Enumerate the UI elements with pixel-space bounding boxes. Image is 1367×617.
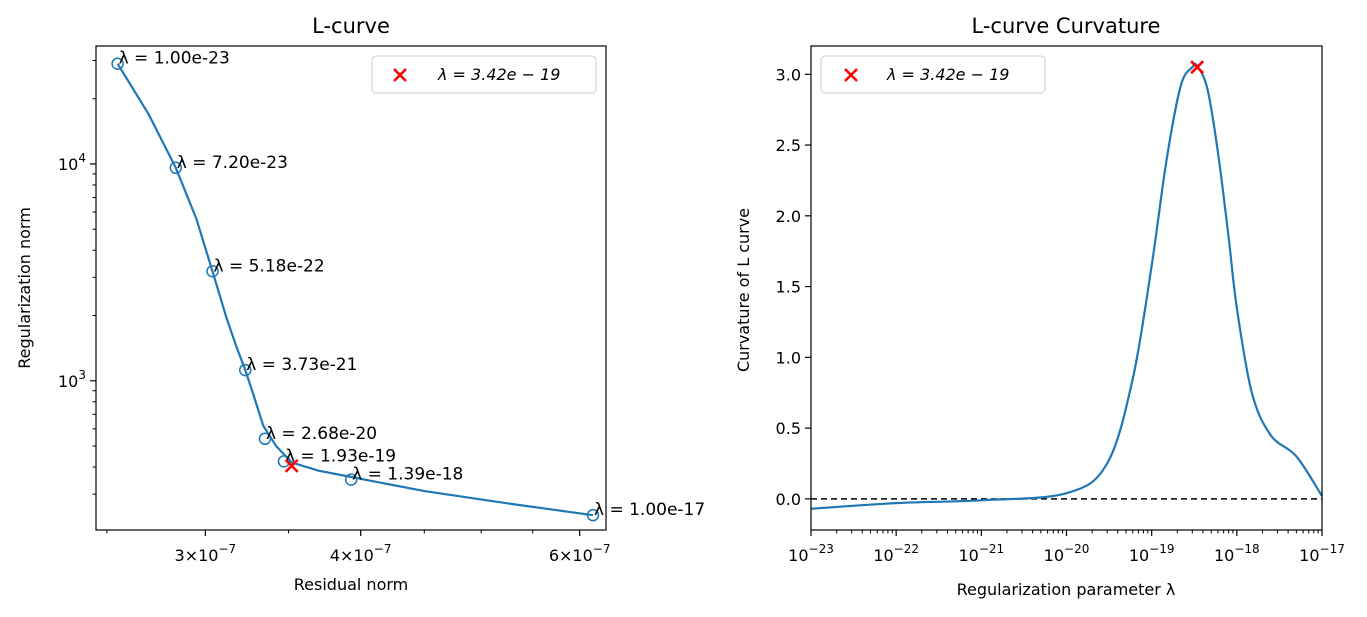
- curvature-axes-frame: [810, 45, 1323, 531]
- lcurve-marker: [239, 363, 252, 377]
- curvature-xtick-label: 10−18: [1214, 542, 1260, 565]
- curvature-xlabel: Regularization parameter λ: [957, 580, 1176, 599]
- lcurve-marker-label: λ = 5.18e-22: [214, 256, 325, 276]
- curvature-title: L-curve Curvature: [972, 14, 1161, 38]
- curvature-xtick-label: 10−22: [873, 542, 919, 565]
- curvature-ytick-label: 1.5: [776, 278, 801, 297]
- lcurve-legend-label: λ = 3.42e − 19: [437, 65, 560, 84]
- lcurve-line: [116, 63, 594, 517]
- lcurve-legend: λ = 3.42e − 19: [371, 55, 597, 94]
- curvature-legend-marker: [844, 68, 858, 82]
- lcurve-axes-frame: [95, 45, 607, 531]
- curvature-ytick-label: 0.0: [776, 490, 801, 509]
- lcurve-marker: [111, 57, 124, 70]
- curvature-legend: λ = 3.42e − 19: [820, 55, 1046, 94]
- lcurve-marker-label: λ = 1.00e-17: [594, 500, 705, 520]
- lcurve-legend-box: [371, 55, 597, 94]
- curvature-legend-box: [820, 55, 1046, 94]
- lcurve-marker: [206, 265, 219, 278]
- lcurve-title: L-curve: [312, 14, 390, 38]
- lcurve-marker-label: λ = 3.73e-21: [246, 355, 357, 375]
- curvature-xtick-label: 10−17: [1299, 542, 1345, 565]
- lcurve-marker: [258, 432, 272, 446]
- lcurve-xtick-label: 6×10−7: [549, 542, 611, 565]
- lcurve-ylabel: Regularization norm: [15, 207, 34, 369]
- lcurve-optimum-marker: [284, 458, 299, 473]
- curvature-ytick-label: 0.5: [776, 419, 801, 438]
- curvature-panel: L-curve Curvature 10−23 10−22 10−21 10−20 10…: [734, 14, 1345, 599]
- curvature-optimum-marker: [1190, 60, 1205, 75]
- curvature-ytick-label: 2.5: [776, 136, 801, 155]
- lcurve-marker: [344, 473, 358, 486]
- curvature-ytick-label: 1.0: [776, 348, 801, 367]
- lcurve-xtick-label: 3×10−7: [175, 542, 237, 565]
- curvature-line: [810, 62, 1323, 510]
- curvature-ylabel: Curvature of L curve: [734, 208, 753, 372]
- curvature-legend-cross: [844, 68, 858, 82]
- lcurve-legend-marker: [393, 68, 407, 82]
- lcurve-legend-cross: [393, 68, 407, 82]
- lcurve-panel: L-curve λ = 1.00e-23 λ = 7.20e-23 λ = 5.18…: [15, 14, 705, 594]
- lcurve-ytick-label: 104: [58, 151, 86, 174]
- lcurve-ytick-label: 103: [58, 368, 86, 391]
- lcurve-xlabel: Residual norm: [294, 575, 408, 594]
- curvature-xtick-label: 10−20: [1044, 542, 1090, 565]
- curvature-ytick-label: 2.0: [776, 207, 801, 226]
- lcurve-marker-label: λ = 1.00e-23: [119, 49, 230, 69]
- lcurve-marker-label: λ = 1.93e-19: [285, 446, 396, 466]
- lcurve-marker: [277, 455, 291, 468]
- curvature-ytick-label: 3.0: [776, 65, 801, 84]
- lcurve-xtick-label: 4×10−7: [330, 542, 392, 565]
- curvature-xtick-label: 10−21: [958, 542, 1004, 565]
- lcurve-marker-label: λ = 2.68e-20: [266, 424, 377, 444]
- lcurve-marker: [169, 161, 183, 175]
- curvature-legend-label: λ = 3.42e − 19: [886, 65, 1009, 84]
- curvature-xtick-label: 10−19: [1129, 542, 1175, 565]
- lcurve-marker: [586, 508, 600, 522]
- lcurve-marker-label: λ = 7.20e-23: [177, 153, 288, 173]
- curvature-xtick-label: 10−23: [788, 542, 834, 565]
- lcurve-marker-label: λ = 1.39e-18: [352, 465, 463, 485]
